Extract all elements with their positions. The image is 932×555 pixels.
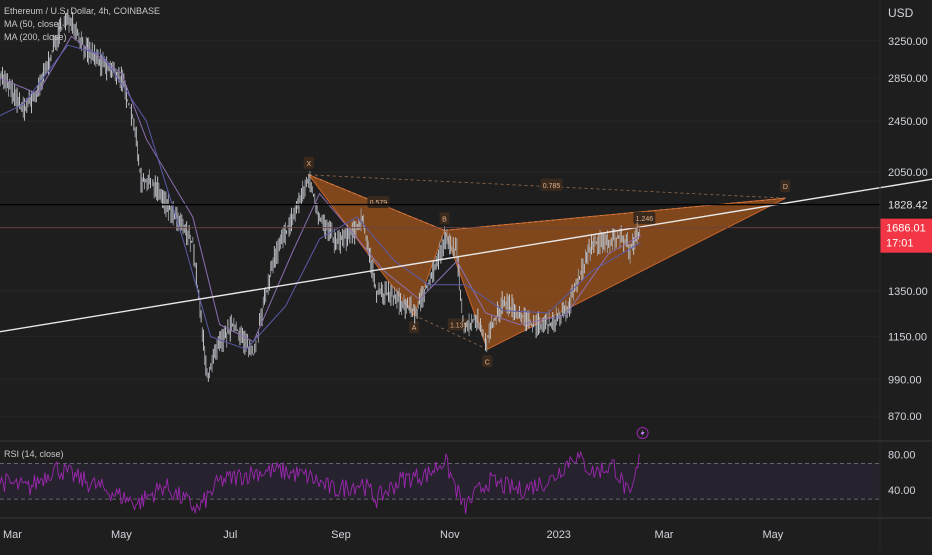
pattern-point-label: C: [485, 359, 490, 366]
currency-label: USD: [888, 6, 914, 20]
pattern-ratio-label: 0.785: [543, 183, 561, 190]
pattern-point-badge: [439, 212, 450, 225]
time-tick-label: May: [763, 529, 784, 541]
ma200-line: [0, 44, 642, 350]
rsi-panel[interactable]: [0, 450, 880, 515]
price-tick-label: 2050.00: [888, 167, 928, 179]
time-tick-label: Mar: [655, 529, 674, 541]
lightning-glyph: [640, 429, 645, 437]
pattern-ratio-label: 0.579: [370, 200, 388, 207]
pattern-point-badge: [482, 355, 493, 368]
pattern-point-label: D: [783, 184, 788, 191]
bar-countdown: 17:01: [886, 238, 914, 250]
time-tick-label: Sep: [331, 529, 351, 541]
pattern-ratio-badge: [447, 318, 470, 331]
rsi-tick-label: 40.00: [888, 485, 916, 497]
last-price-tag: [880, 218, 932, 253]
symbol-title: Ethereum / U.S. Dollar, 4h, COINBASE: [4, 6, 161, 16]
pattern-point-badge: [409, 321, 420, 334]
pattern-point-label: B: [442, 216, 447, 223]
rsi-band: [0, 463, 880, 500]
time-tick-label: Mar: [3, 529, 22, 541]
time-tick-label: 2023: [546, 529, 570, 541]
rsi-tick-label: 80.00: [888, 449, 916, 461]
last-price-label: 1686.01: [886, 223, 926, 235]
time-tick-label: Jul: [223, 529, 237, 541]
pattern-ratio-badge: [540, 178, 563, 191]
pattern-ratio-line: [413, 314, 488, 350]
price-tick-label: 870.00: [888, 411, 922, 423]
price-tick-label: 1350.00: [888, 286, 928, 298]
pattern-point-badge: [303, 156, 314, 169]
pattern-ratio-line: [308, 174, 786, 199]
price-tick-label: 2450.00: [888, 116, 928, 128]
time-tick-label: Nov: [440, 529, 460, 541]
rsi-line: [0, 450, 640, 515]
pattern-ratio-label: 1.139: [450, 323, 468, 330]
price-tick-label: 1150.00: [888, 332, 927, 344]
pattern-ratio-badge: [633, 211, 656, 224]
pattern-point-label: A: [412, 325, 417, 332]
pattern-point-label: X: [306, 161, 311, 168]
price-tick-label: 990.00: [888, 374, 922, 386]
ma50-legend: MA (50, close): [4, 19, 62, 29]
level-price-label: 1828.42: [888, 200, 928, 212]
pattern-point-badge: [780, 180, 791, 193]
price-series: [0, 8, 641, 382]
overlay-lines[interactable]: [0, 35, 932, 350]
price-tick-label: 3250.00: [888, 36, 928, 48]
pattern-ratio-label: 1.246: [636, 216, 654, 223]
ma50-line: [0, 35, 642, 343]
rsi-legend: RSI (14, close): [4, 449, 64, 459]
price-tick-label: 2850.00: [888, 73, 928, 85]
ma200-legend: MA (200, close): [4, 32, 67, 42]
time-tick-label: May: [111, 529, 132, 541]
